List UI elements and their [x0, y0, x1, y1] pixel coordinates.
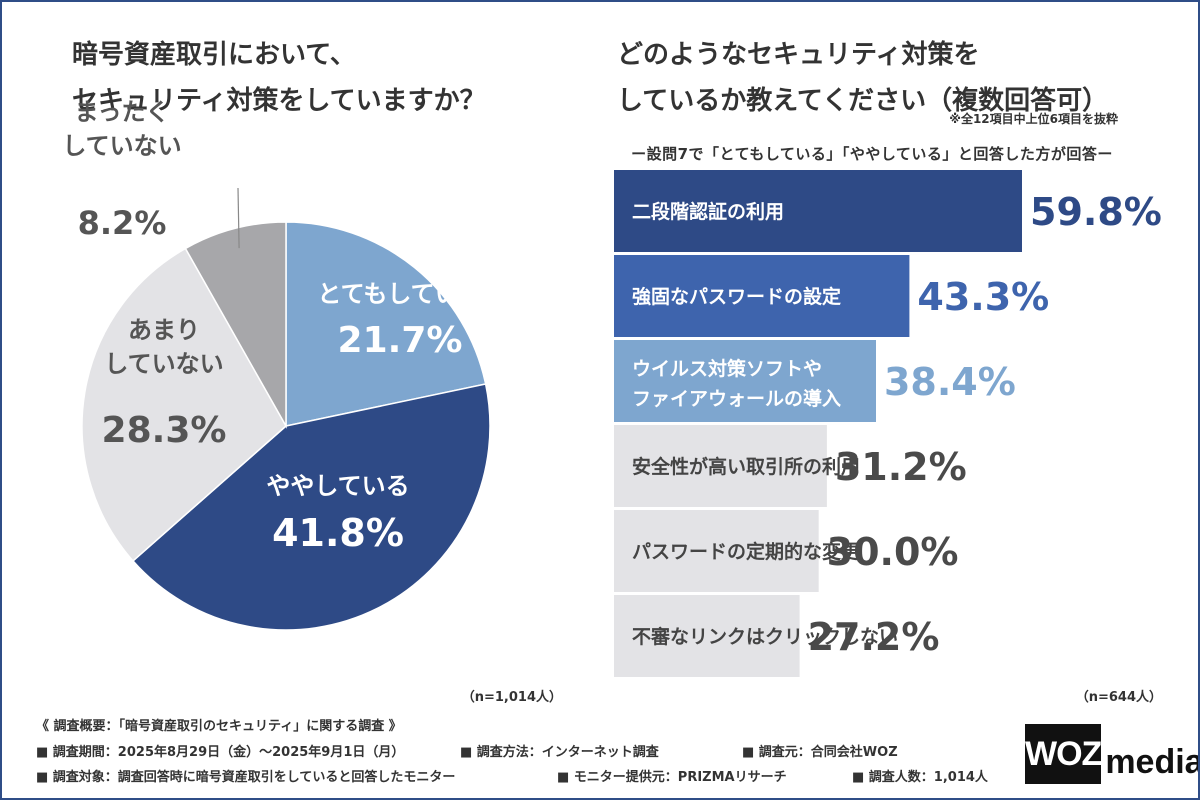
- bar-label: ウイルス対策ソフトや: [632, 357, 822, 380]
- survey-provider: ■ モニター提供元：PRIZMAリサーチ: [557, 770, 787, 785]
- bar-label: 安全性が高い取引所の利用: [632, 455, 860, 478]
- bar-sample-size: （n=644人）: [1075, 690, 1162, 705]
- bar-value: 43.3%: [917, 275, 1049, 319]
- right-question-line1: どのようなセキュリティ対策を: [617, 40, 980, 70]
- bar-value: 38.4%: [884, 360, 1016, 404]
- pie-slice-label: あまり: [128, 316, 200, 344]
- pie-slice-label: まったく: [74, 98, 169, 126]
- pie-leader-line: [237, 187, 240, 249]
- pie-slice-label: とてもしている: [317, 280, 482, 308]
- right-question-note: ※全12項目中上位6項目を抜粋: [949, 112, 1118, 126]
- bar-label: 二段階認証の利用: [632, 200, 784, 223]
- survey-period: ■ 調査期間：2025年8月29日（金）〜2025年9月1日（月）: [36, 745, 405, 760]
- survey-method: ■ 調査方法：インターネット調査: [460, 745, 659, 760]
- pie-slice-label: ややしている: [266, 472, 409, 500]
- bar-label: 不審なリンクはクリックしない: [632, 625, 898, 648]
- logo-woz: WOZ: [1025, 724, 1102, 784]
- pie-slice-value: 28.3%: [102, 410, 227, 451]
- pie-slice: [285, 221, 487, 427]
- survey-count: ■ 調査人数：1,014人: [852, 770, 988, 785]
- survey-overview-title: 《 調査概要：「暗号資産取引のセキュリティ」に関する調査 》: [36, 719, 402, 734]
- woz-media-logo: WOZ media: [1025, 720, 1198, 784]
- left-question-line2: セキュリティ対策をしていますか？: [72, 86, 486, 116]
- bar: [614, 340, 876, 422]
- left-question-line1: 暗号資産取引において、: [72, 40, 356, 70]
- bar-value: 59.8%: [1030, 190, 1162, 234]
- bar-value: 31.2%: [835, 445, 967, 489]
- pie-slice-label: していない: [62, 132, 181, 160]
- survey-target: ■ 調査対象：調査回答時に暗号資産取引をしていると回答したモニター: [36, 770, 456, 785]
- bar-label: パスワードの定期的な変更: [632, 540, 861, 563]
- bar: [614, 425, 827, 507]
- logo-media: media: [1105, 743, 1200, 781]
- survey-source: ■ 調査元：合同会社WOZ: [742, 745, 898, 760]
- pie-slice-value: 8.2%: [78, 204, 167, 242]
- pie-chart: とてもしている21.7%ややしている41.8%あまりしていない28.3%まったく…: [62, 98, 491, 631]
- bar: [614, 595, 800, 677]
- right-question-title: どのようなセキュリティ対策を しているか教えてください（複数回答可）: [617, 32, 1108, 124]
- bar: [614, 510, 819, 592]
- bar-value: 30.0%: [827, 530, 959, 574]
- bar: [614, 255, 910, 337]
- pie-slice-value: 41.8%: [272, 511, 404, 555]
- bar-value: 27.2%: [808, 615, 940, 659]
- pie-sample-size: （n=1,014人）: [461, 690, 562, 705]
- bar-label: ファイアウォールの導入: [632, 387, 841, 410]
- bar-chart: 二段階認証の利用 59.8% 強固なパスワードの設定 43.3% ウイルス対策ソフトやフ…: [614, 170, 1162, 677]
- bar-label: 強固なパスワードの設定: [632, 285, 841, 308]
- pie-slice: [184, 221, 287, 429]
- pie-slice: [81, 247, 287, 562]
- pie-slice: [131, 383, 491, 631]
- right-question-line2: しているか教えてください（複数回答可）: [617, 86, 1109, 116]
- respondent-subheading: ー設問7で「とてもしている」「ややしている」と回答した方が回答ー: [631, 145, 1113, 163]
- bar: [614, 170, 1022, 252]
- pie-slice-label: していない: [104, 350, 223, 378]
- left-question-title: 暗号資産取引において、 セキュリティ対策をしていますか？: [72, 32, 486, 124]
- pie-slice-value: 21.7%: [338, 320, 463, 361]
